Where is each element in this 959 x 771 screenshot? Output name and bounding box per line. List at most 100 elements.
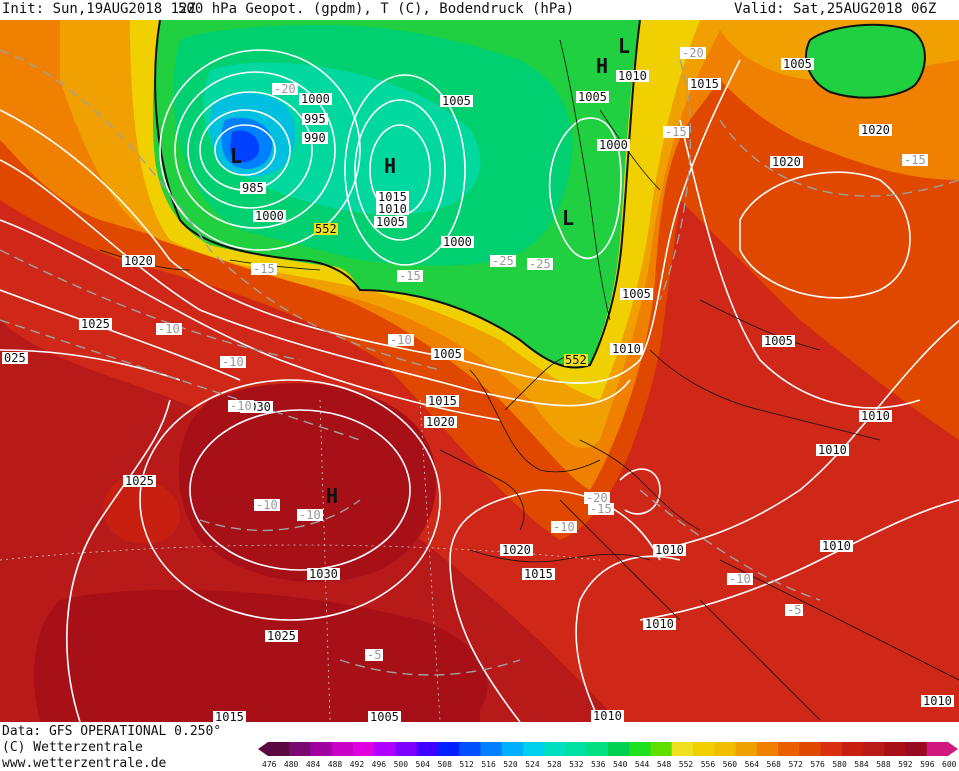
isobar-label: 1010: [591, 709, 624, 722]
map-title: 500 hPa Geopot. (gpdm), T (C), Bodendruc…: [178, 1, 575, 17]
color-scale-swatch: [586, 742, 609, 756]
color-scale-swatch: [650, 742, 673, 756]
map-fields: [0, 20, 959, 722]
valid-time: Valid: Sat,25AUG2018 06Z: [734, 1, 937, 17]
low-center: L: [230, 144, 243, 168]
isobar-label: 1000: [253, 209, 286, 223]
color-scale-swatch: [310, 742, 333, 756]
isobar-label: 1020: [770, 155, 803, 169]
color-scale-swatch: [693, 742, 715, 756]
isobar-label: 1000: [299, 92, 332, 106]
color-scale-swatch: [926, 742, 949, 756]
color-scale-swatch: [523, 742, 545, 756]
color-scale-tick: 600: [942, 760, 957, 769]
color-scale-swatch: [714, 742, 736, 756]
color-scale-swatch: [756, 742, 779, 756]
isotherm-label: -10: [388, 333, 414, 347]
isobar-label: 995: [302, 112, 328, 126]
high-center: H: [596, 54, 609, 78]
isobar-label: 1010: [610, 342, 643, 356]
high-center: H: [384, 154, 397, 178]
isotherm-label: -15: [902, 153, 928, 167]
isobar-label: 985: [240, 181, 266, 195]
color-scale-swatch: [671, 742, 694, 756]
isobar-label: 1005: [781, 57, 814, 71]
isobar-label: 1010: [921, 694, 954, 708]
data-source: Data: GFS OPERATIONAL 0.250°: [2, 724, 222, 739]
color-scale-tick: 540: [612, 760, 628, 769]
color-scale-swatch: [459, 742, 481, 756]
isobar-label: 1015: [426, 394, 459, 408]
color-scale-tick: 596: [920, 760, 935, 769]
isobar-label: 1005: [368, 710, 401, 722]
isotherm-label: -10: [254, 498, 280, 512]
low-center: L: [618, 34, 631, 58]
low-center: L: [562, 206, 575, 230]
color-scale-arrow-left: [258, 742, 268, 756]
color-scale-swatch: [501, 742, 524, 756]
color-scale-swatch: [820, 742, 843, 756]
color-scale-tick: 548: [656, 760, 672, 769]
color-scale-swatch: [735, 742, 758, 756]
isotherm-label: -25: [527, 257, 553, 271]
isobar-label: 1005: [576, 90, 609, 104]
color-scale-tick: 532: [569, 760, 584, 769]
isotherm-label: -10: [551, 520, 577, 534]
color-scale-swatch: [608, 742, 630, 756]
isotherm-label: -10: [297, 508, 323, 522]
color-scale-tick: 524: [525, 760, 540, 769]
color-scale-tick: 528: [547, 760, 562, 769]
color-scale-tick: 580: [832, 760, 847, 769]
isotherm-label: -20: [680, 46, 706, 60]
color-scale-tick: 556: [700, 760, 716, 769]
isobar-label: 1005: [620, 287, 653, 301]
color-scale-tick: 480: [283, 760, 299, 769]
color-scale-tick: 504: [415, 760, 430, 769]
weather-map: L H L H L H 1000 995 990 985 1000 1005 1…: [0, 20, 959, 722]
color-scale-tick: 488: [327, 760, 343, 769]
color-scale-tick: 508: [437, 760, 452, 769]
isobar-label: 1010: [816, 443, 849, 457]
website-link[interactable]: www.wetterzentrale.de: [2, 756, 167, 771]
color-scale-tick: 552: [678, 760, 694, 769]
isotherm-label: -10: [727, 572, 753, 586]
color-scale-tick: 536: [591, 760, 606, 769]
color-scale-tick: 564: [744, 760, 760, 769]
color-scale-swatch: [905, 742, 928, 756]
isotherm-label: -15: [397, 269, 423, 283]
isobar-label: 1010: [653, 543, 686, 557]
isotherm-label: -20: [584, 491, 610, 505]
color-scale-swatch: [289, 742, 311, 756]
isobar-label: 1010: [859, 409, 892, 423]
color-scale-tick: 476: [262, 760, 277, 769]
color-scale-bar: [258, 742, 958, 756]
color-scale-swatch: [374, 742, 396, 756]
color-scale-tick: 584: [854, 760, 869, 769]
color-scale-swatch: [268, 742, 290, 756]
color-scale-swatch: [438, 742, 460, 756]
color-scale-tick: 492: [349, 760, 365, 769]
color-scale-swatch: [353, 742, 375, 756]
isotherm-label: -10: [228, 399, 254, 413]
color-scale-swatch: [565, 742, 588, 756]
isotherm-label: -10: [156, 322, 182, 336]
header-bar: Init: Sun,19AUG2018 12Z 500 hPa Geopot. …: [0, 0, 959, 20]
isobar-label: 1015: [376, 190, 409, 204]
color-scale-tick: 560: [722, 760, 738, 769]
isotherm-label: -20: [272, 82, 298, 96]
isobar-label: 1010: [616, 69, 649, 83]
color-scale-swatch: [799, 742, 821, 756]
isobar-label: 025: [2, 351, 28, 365]
color-scale-tick: 516: [481, 760, 496, 769]
color-scale-tick: 592: [898, 760, 913, 769]
color-scale-swatch: [395, 742, 418, 756]
copyright: (C) Wetterzentrale: [2, 740, 143, 755]
color-scale-arrow-right: [948, 742, 958, 756]
color-scale-swatch: [863, 742, 885, 756]
color-scale-tick: 588: [876, 760, 891, 769]
geopotential-label: 552: [564, 353, 588, 367]
color-scale-tick: 520: [503, 760, 518, 769]
color-scale-swatch: [480, 742, 503, 756]
isobar-label: 1005: [431, 347, 464, 361]
color-scale-swatch: [841, 742, 864, 756]
